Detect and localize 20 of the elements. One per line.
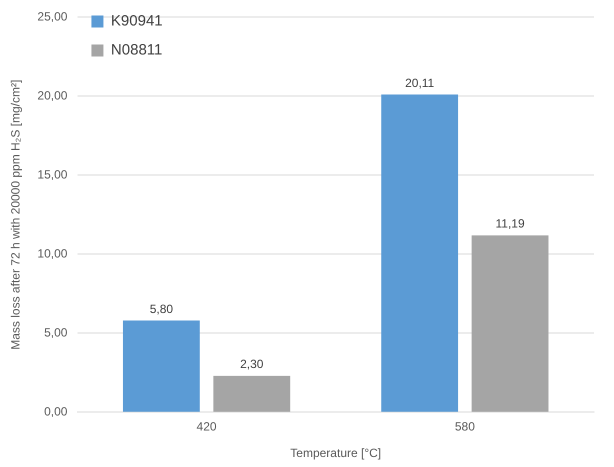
- bar: [381, 94, 458, 412]
- bar: [472, 235, 548, 412]
- data-label: 11,19: [495, 216, 525, 231]
- y-tick-label: 0,00: [44, 404, 68, 419]
- y-tick-label: 5,00: [44, 326, 68, 340]
- x-tick-label: 420: [196, 420, 217, 434]
- y-tick-label: 10,00: [37, 246, 68, 261]
- data-label: 5,80: [150, 302, 174, 316]
- y-tick-label: 15,00: [37, 168, 68, 182]
- legend-label: K90941: [110, 12, 163, 30]
- x-axis-title: Temperature [°C]: [290, 446, 382, 460]
- data-label: 20,11: [405, 76, 435, 90]
- y-axis-title: Mass loss after 72 h with 20000 ppm H₂S [mg/cm²]: [8, 80, 23, 350]
- y-tick-label: 25,00: [37, 10, 68, 24]
- data-label: 2,30: [240, 357, 264, 372]
- x-tick-label: 580: [454, 420, 476, 434]
- legend-label: N08811: [110, 42, 162, 59]
- bar: [122, 320, 200, 412]
- y-tick-label: 20,00: [37, 88, 68, 103]
- bar: [213, 376, 290, 412]
